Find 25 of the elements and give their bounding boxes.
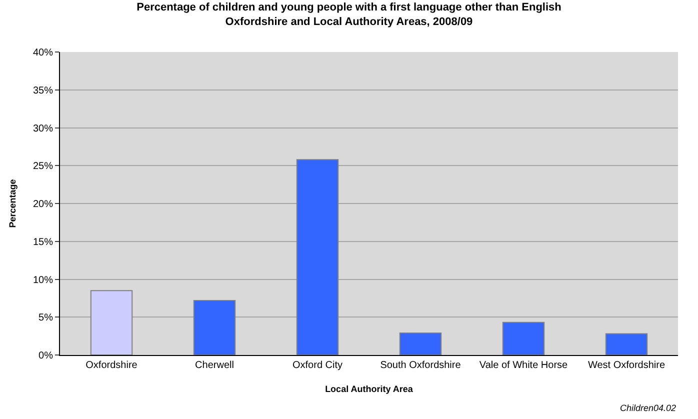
y-tick-label: 40% (32, 48, 54, 58)
x-tick-label: West Oxfordshire (588, 360, 666, 371)
bar (502, 322, 545, 355)
y-axis-title: Percentage (7, 179, 18, 228)
x-tick-label: Oxford City (292, 360, 343, 371)
bar (399, 332, 442, 355)
y-tick-label: 0% (38, 350, 54, 362)
y-tick-label: 25% (32, 161, 54, 172)
bar (605, 333, 648, 355)
x-tick-label: South Oxfordshire (380, 360, 462, 371)
y-tick-label: 30% (32, 123, 54, 134)
x-axis-title: Local Authority Area (325, 384, 414, 394)
y-tick-label: 10% (32, 274, 54, 286)
x-tick-label: Oxfordshire (86, 360, 138, 371)
bar (296, 159, 339, 355)
bar (193, 300, 236, 355)
y-tick-label: 20% (32, 199, 54, 210)
bar (90, 290, 133, 355)
x-tick-label: Cherwell (195, 360, 234, 371)
y-tick-label: 5% (38, 312, 54, 324)
y-tick-label: 35% (32, 85, 54, 96)
text: Children04.02 (620, 403, 676, 413)
chart-title: Percentage of children and young people with a first language other than English Oxfordshire and Local Authority Areas, 2008/09 (136, 1, 562, 28)
y-tick-label: 15% (32, 236, 54, 248)
x-tick-label: Vale of White Horse (479, 360, 568, 371)
